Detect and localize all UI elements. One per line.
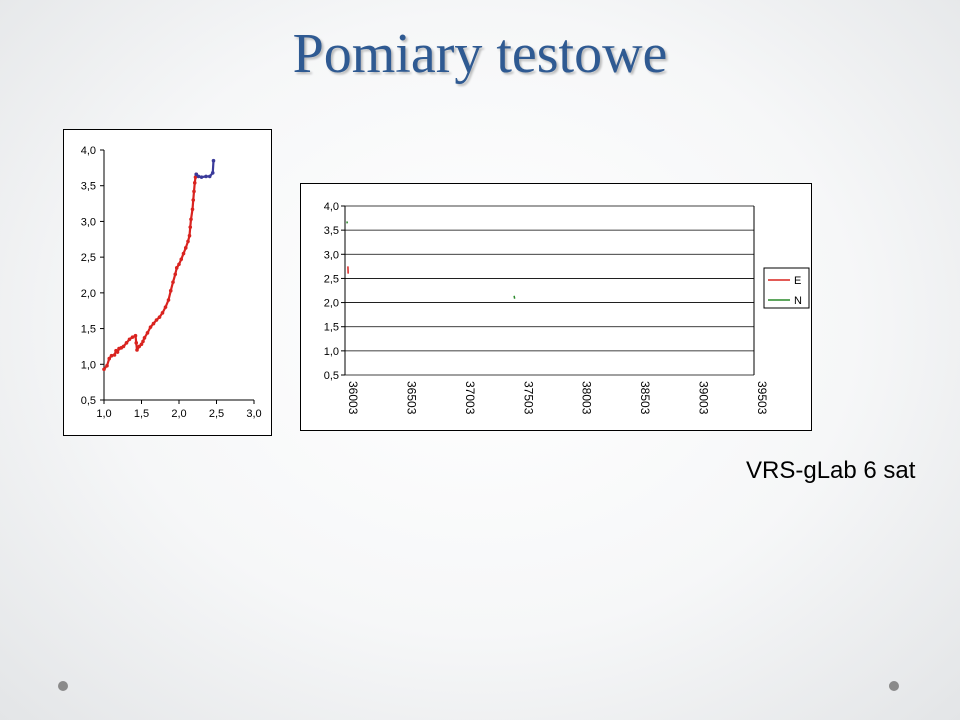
trajectory-point	[183, 246, 188, 250]
trajectory-point	[107, 356, 112, 361]
trajectory-point	[151, 321, 156, 326]
trajectory-point	[192, 181, 197, 185]
legend-label-n: N	[794, 295, 802, 307]
time-series-chart: 0,5 1,0 1,5 2,0 2,5 3,0 3,5 4,0 36003 36503 37003 3…	[300, 183, 812, 431]
y-tick-label: 2,5	[81, 252, 96, 264]
trajectory-point	[174, 266, 179, 270]
y-tick-label: 0,5	[324, 370, 339, 382]
trajectory-point	[189, 217, 193, 222]
x-tick-label: 2,5	[209, 408, 224, 420]
trajectory-point	[139, 342, 144, 347]
trajectory-point	[186, 239, 190, 244]
y-tick-label: 1,5	[81, 324, 96, 336]
trajectory-point	[190, 207, 195, 212]
trajectory-point	[130, 335, 135, 339]
trajectory-point	[102, 367, 106, 372]
y-tick-label: 4,0	[324, 201, 339, 213]
x-tick-label: 38503	[638, 381, 652, 415]
trajectory-point	[124, 341, 129, 345]
x-tick-label: 2,0	[171, 408, 186, 420]
trajectory-point	[112, 353, 117, 357]
trajectory-point	[168, 288, 173, 293]
trajectory-point	[109, 353, 114, 358]
trajectory-chart: 0,5 1,0 1,5 2,0 2,5 3,0 3,5 4,0 1,0 1,5 2,0 2,5 3,0	[63, 129, 272, 436]
trajectory-point	[181, 251, 186, 256]
trajectory-series-0	[103, 174, 198, 370]
trajectory-point	[133, 333, 138, 338]
x-tick-label: 1,5	[134, 408, 149, 420]
trajectory-point	[163, 305, 168, 309]
caption: VRS-gLab 6 sat	[746, 457, 916, 484]
y-tick-label: 4,0	[81, 145, 96, 157]
slide-title: Pomiary testowe	[292, 23, 668, 85]
x-tick-label: 36003	[346, 381, 360, 415]
trajectory-point	[137, 344, 142, 349]
trajectory-point	[105, 363, 109, 368]
trajectory-point	[127, 337, 132, 342]
trajectory-point	[154, 318, 159, 322]
trajectory-point	[194, 172, 199, 177]
trajectory-point	[199, 175, 204, 179]
x-tick-label: 39503	[755, 381, 769, 415]
trajectory-point	[115, 350, 120, 354]
nav-dot-left	[58, 681, 68, 691]
time-series-chart-svg: 0,5 1,0 1,5 2,0 2,5 3,0 3,5 4,0 36003 36503 37003 3…	[324, 201, 810, 415]
trajectory-point	[121, 344, 126, 349]
x-tick-label: 39003	[697, 381, 711, 415]
x-tick-label: 37003	[463, 381, 477, 415]
trajectory-point	[193, 175, 198, 179]
y-tick-label: 1,0	[324, 346, 339, 358]
trajectory-point	[148, 325, 153, 329]
y-tick-label: 3,0	[81, 216, 96, 228]
trajectory-point	[135, 348, 139, 352]
trajectory-point	[196, 174, 201, 179]
y-tick-label: 3,5	[324, 225, 339, 237]
trajectory-point	[188, 225, 193, 229]
trajectory-point	[179, 257, 184, 262]
x-tick-label: 1,0	[96, 408, 111, 420]
trajectory-point	[211, 158, 216, 163]
trajectory-point	[187, 233, 192, 238]
y-tick-label: 2,5	[324, 273, 339, 285]
trajectory-point	[145, 331, 150, 335]
trajectory-point	[210, 171, 215, 175]
y-tick-label: 1,5	[324, 322, 339, 334]
y-tick-label: 3,0	[324, 249, 339, 261]
trajectory-point	[171, 280, 175, 284]
legend-label-e: E	[794, 275, 801, 287]
y-tick-label: 1,0	[81, 359, 96, 371]
trajectory-point	[166, 298, 171, 302]
trajectory-point	[173, 272, 178, 277]
trajectory-point	[191, 198, 196, 202]
y-tick-label: 3,5	[81, 181, 96, 193]
trajectory-point	[157, 315, 162, 319]
trajectory-point	[207, 174, 212, 179]
y-tick-label: 2,0	[324, 298, 339, 310]
x-tick-label: 38003	[580, 381, 594, 415]
series-n-segment	[513, 295, 516, 299]
trajectory-point	[160, 311, 165, 315]
trajectory-point	[177, 262, 181, 267]
x-tick-label: 36503	[404, 381, 418, 415]
nav-dot-right	[889, 681, 899, 691]
trajectory-point	[142, 336, 147, 340]
y-tick-label: 2,0	[81, 288, 96, 300]
trajectory-point	[134, 341, 139, 345]
trajectory-chart-svg: 0,51,01,52,02,53,03,54,01,0 1,5 2,0 2,5 3,0	[81, 145, 262, 420]
y-tick-label: 0,5	[81, 395, 96, 407]
legend-box	[763, 267, 810, 309]
trajectory-point	[141, 339, 145, 344]
trajectory-point	[192, 189, 196, 194]
trajectory-point	[204, 174, 208, 179]
x-tick-label: 3,0	[246, 408, 261, 420]
x-tick-label: 37503	[521, 381, 535, 415]
